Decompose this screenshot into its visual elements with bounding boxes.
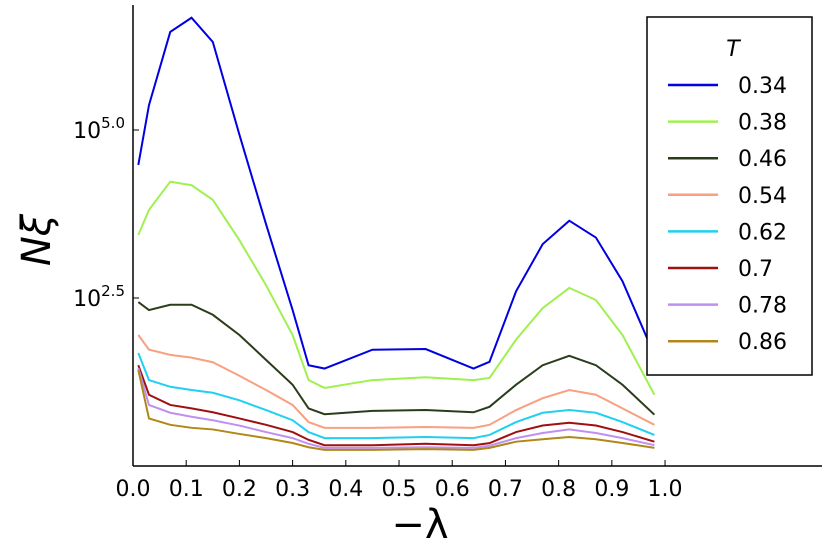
x-tick-label: 0.2 bbox=[222, 477, 257, 502]
x-tick-label: 0.9 bbox=[594, 477, 629, 502]
x-tick-label: 0.4 bbox=[328, 477, 363, 502]
legend-label: 0.86 bbox=[738, 330, 787, 355]
legend-label: 0.7 bbox=[738, 257, 773, 282]
legend-title: T bbox=[726, 37, 741, 62]
y-tick-label: 105.0 bbox=[73, 114, 125, 144]
x-tick-label: 0.8 bbox=[541, 477, 576, 502]
legend-label: 0.38 bbox=[738, 111, 787, 136]
x-tick-label: 0.0 bbox=[116, 477, 151, 502]
legend-label: 0.78 bbox=[738, 294, 787, 319]
legend-label: 0.34 bbox=[738, 74, 787, 99]
x-axis-label: −λ bbox=[391, 502, 448, 548]
series-line bbox=[137, 334, 655, 429]
y-axis-label: Nξ bbox=[14, 213, 60, 266]
x-tick-label: 0.5 bbox=[382, 477, 417, 502]
y-tick-label: 102.5 bbox=[73, 282, 125, 312]
series-line bbox=[137, 352, 655, 440]
series-line bbox=[137, 364, 655, 447]
x-tick-label: 0.7 bbox=[488, 477, 523, 502]
series-line bbox=[137, 367, 655, 449]
series-line bbox=[137, 369, 655, 451]
x-tick-label: 0.6 bbox=[435, 477, 470, 502]
x-tick-label: 0.3 bbox=[275, 477, 310, 502]
series-line bbox=[137, 301, 656, 416]
legend-label: 0.62 bbox=[738, 220, 787, 245]
legend-label: 0.54 bbox=[738, 184, 787, 209]
series-line bbox=[137, 180, 656, 396]
series-line bbox=[137, 16, 656, 370]
x-tick-label: 0.1 bbox=[169, 477, 204, 502]
legend-label: 0.46 bbox=[738, 147, 787, 172]
x-tick-label: 1.0 bbox=[648, 477, 683, 502]
